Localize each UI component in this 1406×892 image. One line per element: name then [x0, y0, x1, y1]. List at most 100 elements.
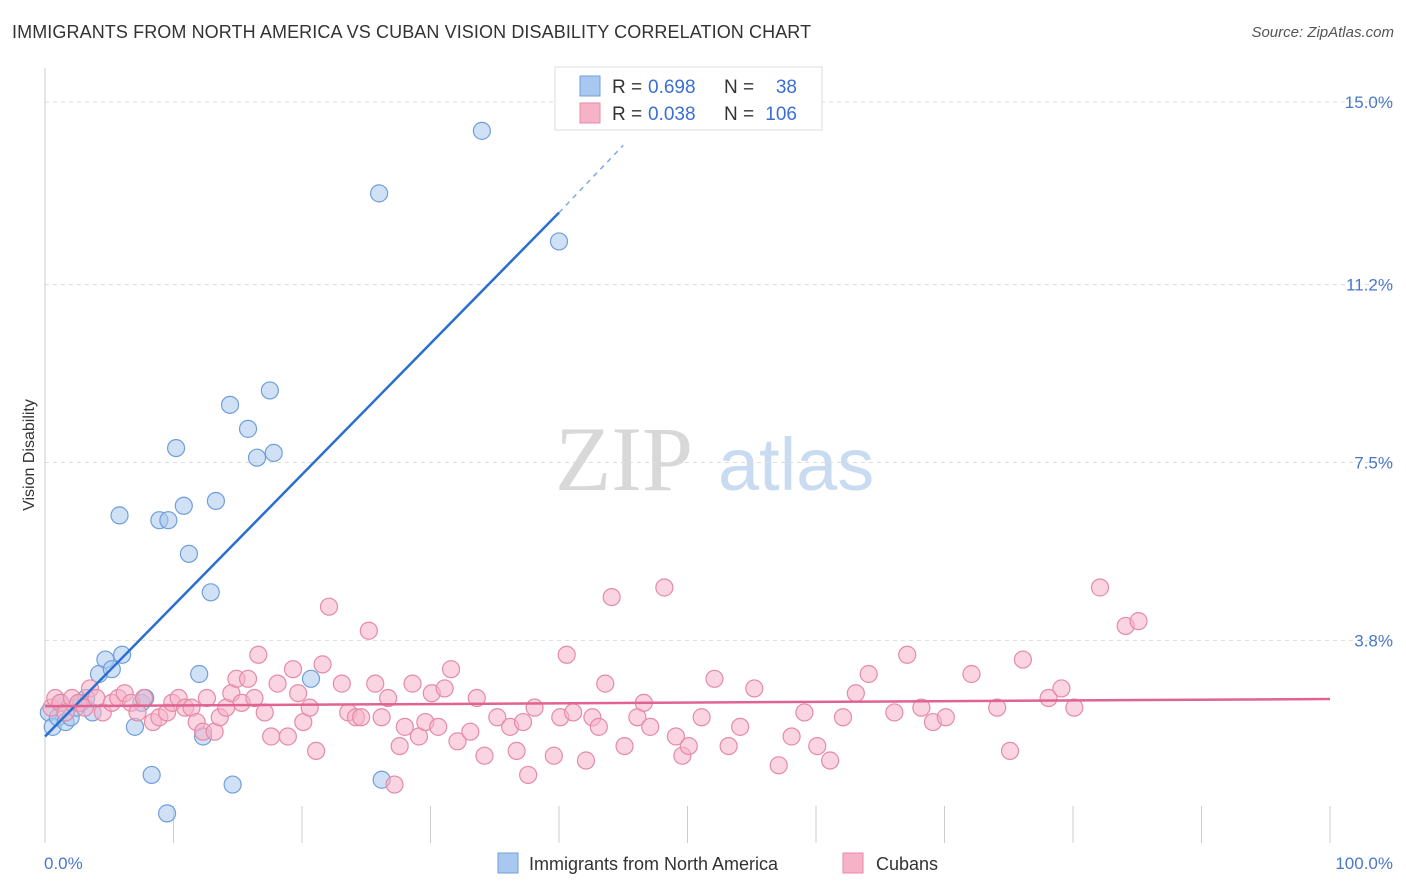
pink-point-44: [313, 655, 332, 674]
pink-point-112: [1013, 650, 1032, 669]
pink-point-78: [576, 751, 596, 770]
pink-point-61: [429, 717, 448, 736]
pink-point-73: [525, 698, 544, 717]
pink-point-35: [255, 703, 274, 722]
pink-point-42: [300, 698, 319, 717]
legend-n-value-1: 38: [776, 77, 797, 98]
pink-point-116: [1090, 578, 1110, 597]
blue-point-22: [166, 438, 186, 458]
pink-point-65: [461, 722, 480, 741]
pink-point-72: [519, 765, 538, 785]
blue-point-28: [206, 491, 226, 511]
pink-point-67: [475, 746, 494, 765]
bottom-legend-swatch-pink: [842, 852, 864, 874]
blue-point-14: [110, 506, 129, 525]
pink-point-82: [602, 587, 621, 607]
pink-point-99: [808, 736, 827, 756]
pink-point-34: [249, 645, 268, 664]
legend-n-value-2: 106: [765, 104, 797, 125]
pink-point-97: [782, 727, 801, 746]
pink-point-57: [403, 674, 422, 693]
blue-point-25: [190, 664, 209, 684]
blue-point-30: [223, 775, 242, 794]
pink-point-104: [885, 703, 904, 722]
legend-r-value-1: 0.698: [648, 77, 696, 98]
pink-point-45: [319, 597, 339, 616]
pink-point-93: [719, 736, 738, 756]
pink-point-96: [769, 756, 788, 775]
pink-point-71: [513, 712, 533, 732]
pink-point-113: [1039, 688, 1058, 708]
watermark-zip: ZIP: [555, 408, 693, 510]
pink-point-77: [564, 703, 583, 722]
gridlines: [45, 101, 1393, 641]
pink-point-83: [615, 736, 634, 756]
pink-point-36: [262, 727, 281, 746]
pink-point-81: [596, 674, 615, 693]
pink-point-118: [1129, 612, 1148, 631]
pink-point-105: [898, 645, 917, 664]
pink-point-108: [936, 708, 955, 727]
blue-point-24: [179, 544, 199, 563]
y-tick-label-0: 3.8%: [1354, 631, 1393, 650]
watermark-atlas: atlas: [718, 423, 874, 506]
legend-r-value-2: 0.038: [648, 104, 696, 125]
blue-point-13: [112, 645, 132, 664]
bottom-legend-label-1: Immigrants from North America: [529, 854, 779, 874]
pink-point-88: [666, 727, 686, 746]
pink-point-32: [238, 669, 258, 688]
pink-point-39: [283, 660, 303, 679]
pink-point-46: [332, 674, 351, 693]
pink-point-103: [859, 664, 878, 684]
pink-point-15: [134, 688, 154, 708]
legend-n-label-1: N =: [724, 77, 754, 98]
pink-point-90: [679, 736, 698, 756]
trend-line-pink: [44, 697, 1331, 708]
pink-point-54: [385, 775, 404, 794]
pink-point-63: [441, 660, 461, 679]
pink-point-98: [795, 703, 814, 722]
x-tick-label-min: 0.0%: [44, 854, 83, 873]
blue-point-29: [220, 395, 240, 414]
pink-point-68: [488, 708, 507, 727]
y-tick-labels: 3.8% 7.5% 11.2% 15.0%: [1345, 93, 1393, 650]
pink-point-106: [912, 698, 931, 717]
pink-point-100: [821, 751, 840, 770]
blue-point-20: [159, 511, 178, 530]
trend-line-blue-extension: [558, 144, 624, 214]
source-label: Source: ZipAtlas.com: [1251, 24, 1394, 41]
pink-point-52: [372, 708, 391, 727]
pink-point-53: [378, 688, 398, 708]
pink-point-80: [589, 717, 608, 736]
pink-point-94: [731, 717, 750, 736]
x-tick-label-max: 100.0%: [1335, 854, 1393, 873]
blue-point-36: [370, 184, 389, 203]
trend-lines: [44, 144, 1331, 738]
blue-point-33: [260, 381, 279, 400]
blue-point-32: [247, 448, 267, 467]
pink-point-33: [245, 688, 264, 708]
pink-point-114: [1052, 679, 1071, 698]
pink-point-55: [390, 736, 409, 756]
series-legend: Immigrants from North America Cubans: [497, 852, 938, 874]
chart-title: IMMIGRANTS FROM NORTH AMERICA VS CUBAN V…: [12, 22, 812, 42]
pink-point-101: [833, 708, 853, 727]
blue-point-39: [549, 232, 569, 251]
pink-point-76: [557, 645, 576, 664]
legend-r-label-2: R =: [612, 104, 642, 125]
y-tick-label-2: 11.2%: [1346, 276, 1393, 295]
legend-swatch-pink: [579, 102, 601, 124]
blue-point-34: [264, 443, 283, 463]
pink-point-64: [448, 732, 467, 751]
pink-point-92: [705, 669, 724, 688]
legend-n-label-2: N =: [724, 104, 754, 125]
pink-point-38: [278, 727, 297, 746]
blue-point-21: [157, 804, 177, 823]
blue-point-27: [201, 583, 220, 602]
pink-point-37: [268, 674, 287, 693]
y-axis-label: Vision Disability: [21, 399, 38, 511]
correlation-legend: R = 0.698 N = 38 R = 0.038 N = 106: [554, 66, 823, 131]
bottom-legend-label-2: Cubans: [876, 854, 938, 874]
pink-point-25: [197, 688, 217, 708]
